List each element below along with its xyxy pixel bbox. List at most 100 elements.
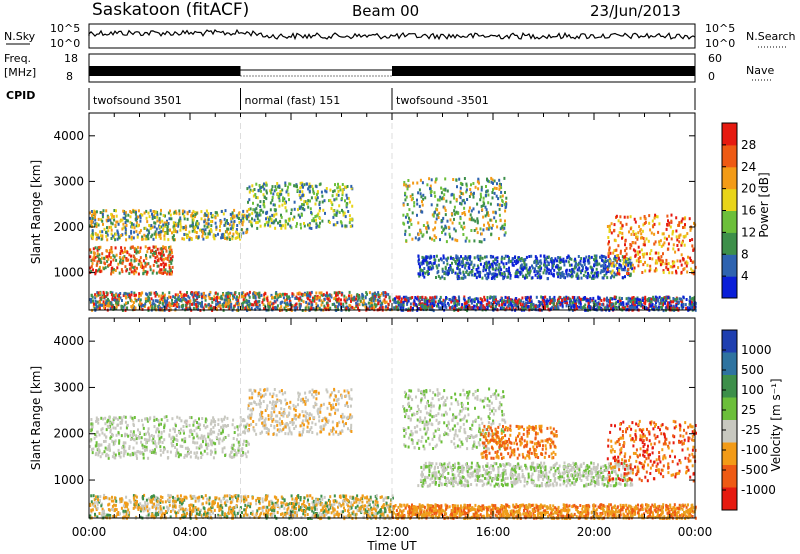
- scatter-point: [279, 192, 282, 196]
- scatter-point: [627, 261, 630, 265]
- scatter-point: [102, 300, 105, 304]
- scatter-point: [609, 251, 612, 255]
- scatter-point: [133, 230, 136, 234]
- scatter-point: [171, 265, 174, 269]
- scatter-point: [642, 306, 645, 309]
- scatter-point: [619, 231, 622, 235]
- noise-trace: [88, 28, 696, 41]
- scatter-point: [489, 202, 492, 206]
- colorbar-tick-label: 28: [741, 138, 756, 152]
- scatter-point: [227, 292, 230, 296]
- scatter-point: [527, 271, 529, 275]
- scatter-point: [486, 211, 489, 215]
- scatter-point: [253, 188, 256, 191]
- scatter-point: [540, 261, 543, 265]
- scatter-point: [680, 253, 683, 257]
- scatter-point: [500, 303, 503, 306]
- scatter-point: [103, 303, 105, 307]
- scatter-point: [349, 304, 352, 308]
- scatter-point: [576, 268, 579, 272]
- scatter-point: [196, 300, 199, 304]
- scatter-point: [397, 295, 400, 299]
- scatter-point: [523, 261, 526, 265]
- scatter-point: [154, 221, 157, 225]
- scatter-point: [255, 221, 258, 225]
- scatter-point: [596, 271, 599, 275]
- scatter-point: [151, 225, 154, 229]
- scatter-point: [113, 268, 115, 272]
- scatter-point: [432, 214, 435, 218]
- scatter-point: [90, 250, 93, 254]
- scatter-point: [445, 296, 448, 299]
- scatter-point: [617, 305, 620, 309]
- scatter-point: [603, 265, 606, 269]
- scatter-point: [494, 305, 497, 309]
- scatter-point: [606, 265, 609, 269]
- nave-tick-high: 60: [708, 52, 722, 65]
- scatter-point: [535, 256, 538, 260]
- scatter-point: [153, 252, 156, 256]
- scatter-point: [271, 198, 274, 202]
- scatter-point: [205, 236, 208, 239]
- scatter-point: [316, 190, 319, 194]
- scatter-point: [627, 263, 629, 267]
- scatter-point: [227, 222, 229, 225]
- scatter-point: [159, 251, 162, 255]
- scatter-point: [659, 305, 662, 309]
- scatter-point: [617, 256, 620, 260]
- scatter-point: [434, 300, 437, 304]
- scatter-point: [488, 260, 491, 264]
- scatter-point: [330, 207, 333, 210]
- scatter-point: [223, 298, 226, 302]
- scatter-point: [545, 302, 548, 305]
- scatter-point: [459, 217, 462, 221]
- scatter-point: [281, 300, 284, 304]
- scatter-point: [576, 296, 579, 300]
- scatter-point: [425, 227, 428, 231]
- scatter-point: [333, 198, 336, 202]
- scatter-point: [474, 185, 477, 189]
- scatter-point: [206, 225, 209, 229]
- scatter-point: [624, 249, 627, 253]
- scatter-point: [202, 237, 205, 241]
- scatter-point: [571, 268, 574, 272]
- scatter-point: [443, 299, 446, 303]
- scatter-point: [694, 308, 697, 312]
- scatter-point: [267, 301, 270, 305]
- scatter-point: [357, 306, 359, 310]
- scatter-point: [126, 219, 129, 223]
- scatter-point: [144, 270, 147, 274]
- scatter-point: [121, 227, 124, 231]
- scatter-point: [144, 302, 147, 306]
- scatter-point: [254, 300, 257, 304]
- scatter-point: [191, 216, 194, 220]
- scatter-point: [156, 219, 159, 223]
- scatter-point: [188, 238, 191, 242]
- scatter-point: [493, 191, 496, 195]
- scatter-point: [657, 251, 660, 255]
- scatter-point: [351, 224, 354, 228]
- scatter-point: [460, 224, 463, 228]
- scatter-point: [616, 259, 619, 263]
- scatter-point: [251, 184, 254, 188]
- scatter-point: [110, 228, 113, 232]
- scatter-point: [435, 254, 438, 258]
- scatter-point: [535, 269, 538, 273]
- scatter-point: [235, 297, 238, 301]
- scatter-point: [168, 291, 171, 295]
- scatter-point: [528, 268, 531, 272]
- scatter-point: [495, 187, 498, 190]
- scatter-point: [384, 291, 387, 295]
- scatter-point: [231, 237, 234, 241]
- scatter-point: [115, 258, 118, 262]
- scatter-point: [170, 257, 172, 261]
- scatter-point: [504, 219, 506, 223]
- scatter-point: [616, 267, 619, 270]
- scatter-point: [675, 216, 678, 220]
- scatter-point: [652, 305, 655, 309]
- scatter-point: [254, 307, 257, 311]
- scatter-point: [124, 228, 127, 232]
- scatter-point: [410, 198, 413, 202]
- scatter-point: [346, 185, 349, 188]
- scatter-point: [416, 202, 419, 206]
